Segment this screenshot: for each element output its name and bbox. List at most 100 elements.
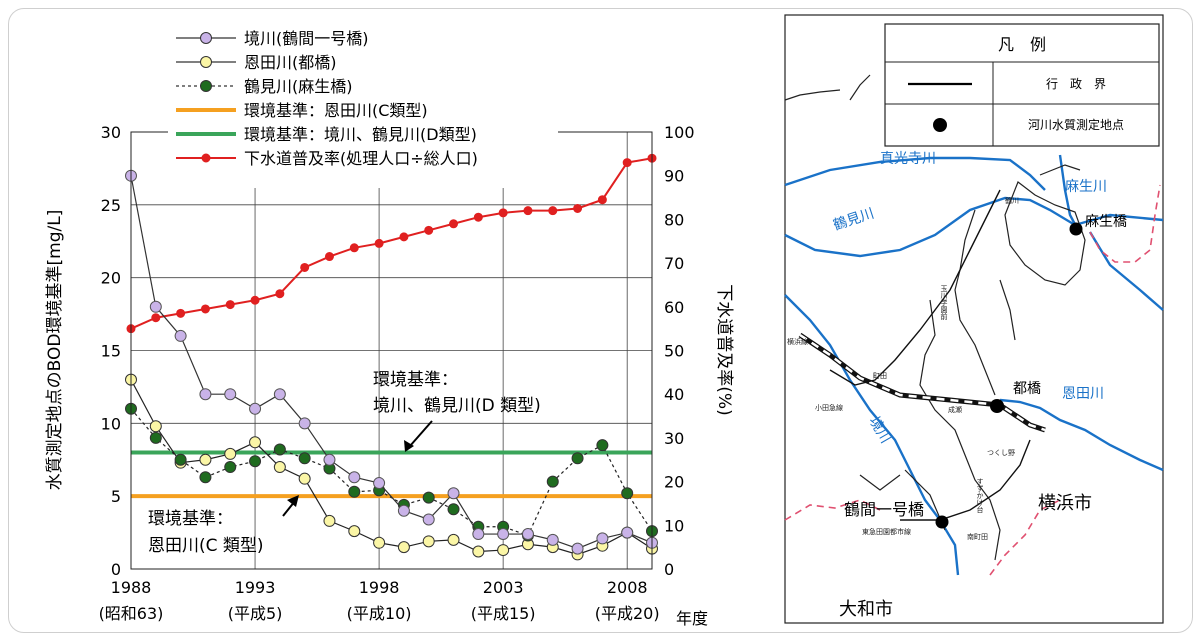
map-legend: 凡 例 行 政 界 河川水質測定地点 (884, 23, 1160, 147)
data-point (447, 533, 460, 546)
legend-label: 環境基準：境川、鶴見川(D類型) (244, 125, 477, 144)
y-tick-label: 0 (111, 560, 121, 579)
data-point (573, 203, 583, 213)
railways (798, 189, 1046, 521)
station-tsurumaichigobashi-label: 鶴間一号橋 (844, 500, 924, 519)
station-labels: 鶴川 玉川学園前 町田 小田急線 成瀬 つくし野 すずかけ台 南町田 東急田園都… (787, 196, 1019, 541)
x-tick-label: 2008 (607, 578, 648, 597)
rail-denentoshi (900, 439, 1031, 521)
data-point (397, 541, 410, 554)
data-point (399, 232, 409, 242)
data-point (497, 544, 510, 557)
data-point (250, 295, 260, 305)
data-point (199, 388, 212, 401)
rail-odakyu (829, 189, 1001, 386)
y-tick-label: 20 (101, 269, 121, 288)
data-point (298, 417, 311, 430)
data-point (275, 289, 285, 299)
river-onda (999, 398, 1164, 472)
y2-tick-label: 10 (664, 516, 684, 535)
rivers (784, 154, 1164, 576)
data-point (348, 471, 361, 484)
x-tick-label: 2003 (483, 578, 524, 597)
data-point (596, 439, 609, 452)
y-tick-label: 10 (101, 414, 121, 433)
admin-boundaries (784, 184, 1161, 576)
legend-boundary-label: 行 政 界 (1046, 77, 1106, 91)
legend-label: 鶴見川(麻生橋) (244, 77, 353, 96)
legend-label: 恩田川(都橋) (244, 53, 337, 72)
legend-label: 下水道普及率(処理人口÷総人口) (244, 149, 478, 168)
data-point (472, 528, 485, 541)
data-point (323, 453, 336, 466)
data-point (374, 238, 384, 248)
rail-yokohama-dash (799, 333, 1046, 432)
data-point (546, 533, 559, 546)
y-tick-label: 25 (101, 196, 121, 215)
annotation-d-arrowhead (404, 440, 414, 452)
data-point (151, 313, 161, 323)
data-point (422, 491, 435, 504)
data-point (249, 402, 262, 415)
bod-chart: 0 5 10 15 20 25 30 0 10 20 30 40 50 60 70 80 90 100 1988 (昭… (45, 29, 734, 628)
y-tick-label: 15 (101, 342, 121, 361)
data-point (349, 243, 359, 253)
river-label-onda: 恩田川 (1062, 386, 1104, 402)
y2-tick-label: 40 (664, 385, 684, 404)
city-yamato: 大和市 (839, 599, 893, 620)
label-tamagawagakuenmae: 玉川学園前 (940, 285, 948, 321)
data-point (497, 528, 510, 541)
data-point (546, 475, 559, 488)
annotation-c-line1: 環境基準： (148, 509, 233, 529)
data-point (149, 431, 162, 444)
station-asobashi-label: 麻生橋 (1085, 214, 1127, 230)
data-point (249, 436, 262, 449)
river-tsurumi (784, 196, 1164, 258)
legend-swatch-marker (200, 56, 212, 68)
y2-tick-label: 0 (664, 560, 674, 579)
data-point (149, 420, 162, 433)
legend-label: 境川(鶴間一号橋) (244, 29, 369, 48)
x-tick-label: 1998 (359, 578, 400, 597)
data-point (498, 208, 508, 218)
data-point (200, 304, 210, 314)
label-naruse: 成瀬 (948, 405, 962, 414)
y2-tick-label: 30 (664, 429, 684, 448)
x-tick-label: 1988 (111, 578, 152, 597)
data-point (597, 195, 607, 205)
data-point (174, 329, 187, 342)
x-tick-era-label: (平成10) (347, 604, 412, 623)
x-tick-era-label: (平成20) (595, 604, 660, 623)
annotation-d-arrow (409, 420, 433, 447)
data-point (300, 262, 310, 272)
legend-swatch-marker (200, 80, 212, 92)
data-point (323, 514, 336, 527)
label-odakyu: 小田急線 (815, 403, 843, 412)
data-point (447, 503, 460, 516)
x-axis-unit: 年度 (676, 609, 708, 628)
river-sakai (784, 294, 960, 576)
y2-tick-label: 70 (664, 254, 684, 273)
boundary-south (784, 499, 881, 521)
data-point (521, 528, 534, 541)
legend-swatch-marker (201, 153, 211, 163)
river-label-aso: 麻生川 (1065, 179, 1107, 195)
data-point (447, 487, 460, 500)
data-point (548, 206, 558, 216)
annotation-c-line2: 恩田川(C 類型) (148, 536, 264, 556)
data-point (571, 452, 584, 465)
data-point (324, 252, 334, 262)
data-point (298, 472, 311, 485)
station-miyakobashi-label: 都橋 (1013, 381, 1041, 397)
annotation-c-arrowhead (287, 495, 299, 507)
data-point (373, 536, 386, 549)
data-point (224, 447, 237, 460)
data-point (249, 455, 262, 468)
y2-axis-label: 下水道普及率(%) (714, 284, 734, 415)
river-label-shinkoji: 真光寺川 (880, 151, 936, 167)
station-asobashi-dot (1069, 222, 1083, 236)
data-point (571, 542, 584, 555)
y-axis-label: 水質測定地点のBOD環境基準[mg/L] (45, 210, 65, 491)
y2-tick-label: 100 (664, 123, 695, 142)
